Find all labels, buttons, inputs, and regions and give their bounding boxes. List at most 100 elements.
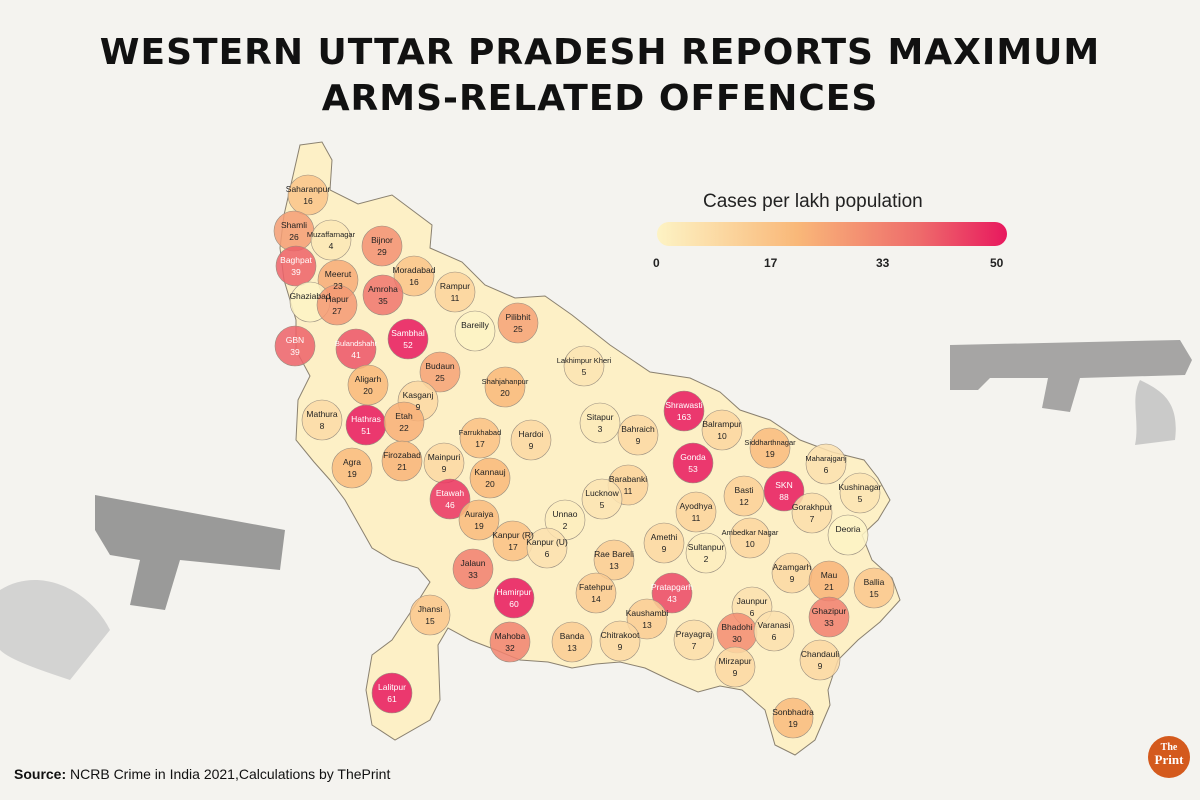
district-name-label: Lakhimpur Kheri [557, 356, 612, 365]
district-name-label: Moradabad [392, 265, 435, 275]
district-region [497, 302, 539, 344]
district-region [593, 539, 635, 581]
district-region [274, 325, 316, 367]
source-text: NCRB Crime in India 2021,Calculations by… [66, 766, 391, 782]
district-value-label: 19 [788, 719, 798, 729]
district-region [526, 527, 568, 569]
district-value-label: 20 [500, 388, 510, 398]
district-name-label: Kasganj [403, 390, 434, 400]
district-value-label: 16 [303, 196, 313, 206]
district-name-label: Etah [395, 411, 413, 421]
district-region [772, 697, 814, 739]
district-name-label: Gorakhpur [792, 502, 832, 512]
source-note: Source: NCRB Crime in India 2021,Calcula… [14, 766, 390, 782]
district-value-label: 20 [363, 386, 373, 396]
district-region [827, 514, 869, 556]
district-region [651, 572, 693, 614]
district-region [454, 310, 496, 352]
district-name-label: Siddharthnagar [744, 438, 796, 447]
district-name-label: Barabanki [609, 474, 647, 484]
district-name-label: Lucknow [585, 488, 619, 498]
district-value-label: 4 [329, 241, 334, 251]
district-value-label: 26 [289, 232, 299, 242]
district-region [563, 345, 605, 387]
district-region [387, 318, 429, 360]
district-name-label: Deoria [835, 524, 860, 534]
district-value-label: 53 [688, 464, 698, 474]
district-region [663, 390, 705, 432]
logo-line-2: Print [1154, 752, 1184, 767]
district-value-label: 39 [290, 347, 300, 357]
district-value-label: 10 [745, 539, 755, 549]
district-value-label: 12 [739, 497, 749, 507]
title-line-1: WESTERN UTTAR PRADESH REPORTS MAXIMUM [99, 32, 1101, 73]
district-value-label: 19 [765, 449, 775, 459]
district-value-label: 10 [717, 431, 727, 441]
district-value-label: 20 [485, 479, 495, 489]
district-value-label: 27 [332, 306, 342, 316]
district-value-label: 6 [750, 608, 755, 618]
district-region [316, 284, 358, 326]
district-value-label: 25 [435, 373, 445, 383]
district-region [749, 427, 791, 469]
district-value-label: 43 [667, 594, 677, 604]
district-name-label: Prayagraj [676, 629, 712, 639]
district-name-label: Balrampur [702, 419, 741, 429]
district-value-label: 29 [377, 247, 387, 257]
district-region [643, 522, 685, 564]
district-value-label: 13 [609, 561, 619, 571]
district-value-label: 32 [505, 643, 515, 653]
district-name-label: Kanpur (U) [526, 537, 568, 547]
district-name-label: Pratapgarh [651, 582, 693, 592]
district-value-label: 9 [662, 544, 667, 554]
district-name-label: Maharajganj [805, 454, 847, 463]
district-value-label: 9 [442, 464, 447, 474]
legend-tick-33: 33 [876, 256, 890, 270]
district-value-label: 52 [403, 340, 413, 350]
district-value-label: 17 [475, 439, 485, 449]
district-region [763, 470, 805, 512]
district-name-label: Ambedkar Nagar [722, 528, 779, 537]
district-name-label: Bareilly [461, 320, 490, 330]
district-name-label: Auraiya [465, 509, 494, 519]
district-value-label: 23 [333, 281, 343, 291]
legend-tick-max: 50 [990, 256, 1004, 270]
legend-tick-17: 17 [764, 256, 778, 270]
district-region [275, 245, 317, 287]
district-name-label: Jaunpur [737, 596, 768, 606]
district-region [409, 594, 451, 636]
district-name-label: GBN [286, 335, 304, 345]
district-region [361, 225, 403, 267]
district-value-label: 61 [387, 694, 397, 704]
district-value-label: 21 [397, 462, 407, 472]
district-value-label: 6 [824, 465, 829, 475]
district-name-label: Hamirpur [497, 587, 532, 597]
district-name-label: Basti [735, 485, 754, 495]
district-name-label: Kushinagar [838, 482, 881, 492]
district-region [434, 271, 476, 313]
district-region [808, 560, 850, 602]
district-region [345, 404, 387, 446]
district-value-label: 5 [582, 367, 587, 377]
district-region [805, 443, 847, 485]
district-region [753, 610, 795, 652]
district-name-label: Hardoi [518, 429, 543, 439]
district-name-label: Gonda [680, 452, 706, 462]
district-value-label: 60 [509, 599, 519, 609]
district-name-label: Sultanpur [688, 542, 725, 552]
district-region [579, 402, 621, 444]
district-name-label: Rampur [440, 281, 470, 291]
district-name-label: Pilibhit [505, 312, 531, 322]
district-region [335, 328, 377, 370]
district-region [853, 567, 895, 609]
district-region [599, 620, 641, 662]
district-name-label: Bahraich [621, 424, 655, 434]
district-region [458, 499, 500, 541]
district-value-label: 13 [567, 643, 577, 653]
district-region [331, 447, 373, 489]
source-label: Source: [14, 766, 67, 782]
district-name-label: Baghpat [280, 255, 312, 265]
district-name-label: Amroha [368, 284, 398, 294]
district-name-label: Ballia [864, 577, 885, 587]
district-name-label: Amethi [651, 532, 678, 542]
